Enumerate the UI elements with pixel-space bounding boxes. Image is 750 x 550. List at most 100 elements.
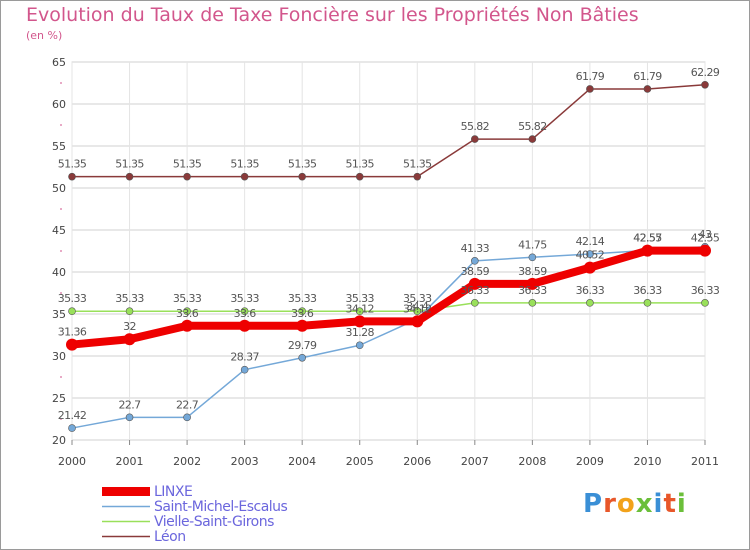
series-line-vielle-saint-girons: [71, 302, 706, 312]
data-point-leon: [183, 172, 191, 181]
logo-letter: t: [663, 489, 677, 519]
series-line-leon: [71, 84, 706, 178]
data-label-linxe: 42.55: [633, 232, 662, 245]
data-point-linxe: [296, 319, 309, 332]
proxiti-logo: Proxiti: [583, 489, 687, 519]
data-label-saint-michel-escalus: 22.7: [176, 398, 199, 411]
x-tick-label: 2009: [576, 455, 604, 468]
y-tick-label: 30: [52, 350, 66, 363]
data-label-linxe: 38.59: [461, 265, 490, 278]
data-point-linxe: [583, 261, 596, 274]
chart-title: Evolution du Taux de Taxe Foncière sur l…: [26, 4, 639, 26]
data-point-saint-michel-escalus: [68, 424, 76, 432]
data-point-linxe: [238, 319, 251, 332]
data-label-leon: 61.79: [576, 70, 605, 83]
data-point-leon: [586, 85, 594, 93]
data-point-vielle-saint-girons: [125, 307, 134, 316]
legend-item-saint-michel-escalus: Saint-Michel-Escalus: [102, 499, 288, 515]
data-point-leon: [355, 172, 364, 181]
data-label-saint-michel-escalus: 29.79: [288, 339, 317, 352]
data-point-vielle-saint-girons: [701, 299, 709, 307]
data-point-saint-michel-escalus: [471, 257, 479, 265]
data-point-linxe: [181, 319, 194, 332]
logo-letter: i: [676, 489, 687, 519]
data-point-vielle-saint-girons: [528, 299, 537, 307]
legend-label-linxe: LINXE: [154, 483, 193, 500]
data-point-leon: [701, 80, 709, 89]
data-label-linxe: 32: [123, 320, 136, 333]
x-tick-label: 2011: [691, 455, 719, 468]
data-label-vielle-saint-girons: 36.33: [461, 284, 490, 297]
logo-letter: o: [616, 489, 636, 519]
x-tick-label: 2000: [58, 455, 86, 468]
data-point-vielle-saint-girons: [586, 299, 594, 307]
data-label-leon: 51.35: [58, 158, 87, 171]
data-label-saint-michel-escalus: 41.33: [461, 242, 490, 255]
data-label-leon: 61.79: [633, 70, 662, 83]
data-label-leon: 51.35: [115, 158, 144, 171]
y-tick-label: 20: [52, 434, 66, 447]
data-label-vielle-saint-girons: 36.33: [576, 284, 605, 297]
legend-label-vielle-saint-girons: Vielle-Saint-Girons: [154, 513, 274, 530]
data-label-vielle-saint-girons: 36.33: [518, 284, 547, 297]
data-label-saint-michel-escalus: 42.57: [633, 231, 662, 244]
data-label-leon: 51.35: [173, 158, 202, 171]
y-tick-label: 60: [52, 98, 66, 111]
legend-item-linxe: LINXE: [102, 483, 287, 500]
logo-letter: i: [653, 489, 664, 519]
data-point-vielle-saint-girons: [298, 307, 306, 316]
data-point-vielle-saint-girons: [240, 307, 249, 316]
data-point-vielle-saint-girons: [643, 299, 652, 307]
data-point-vielle-saint-girons: [68, 307, 76, 316]
legend-swatch-vielle-saint-girons: [102, 520, 150, 523]
data-label-vielle-saint-girons: 36.33: [691, 284, 720, 297]
x-tick-label: 2002: [173, 455, 201, 468]
data-point-leon: [125, 172, 134, 181]
data-label-saint-michel-escalus: 28.37: [230, 351, 259, 364]
x-tick-label: 2005: [346, 455, 374, 468]
plot-area: [71, 61, 706, 441]
legend-item-leon: Léon: [102, 529, 287, 545]
data-point-leon: [413, 172, 422, 181]
logo-letter: r: [603, 489, 617, 519]
legend-swatch-leon: [102, 535, 150, 538]
data-point-linxe: [468, 277, 481, 290]
y-tick-label: 40: [52, 266, 66, 279]
logo-letter: P: [583, 489, 604, 519]
data-label-linxe: 42.55: [691, 232, 720, 245]
data-point-saint-michel-escalus: [125, 413, 134, 422]
data-label-vielle-saint-girons: 35.33: [403, 292, 432, 305]
data-point-vielle-saint-girons: [355, 307, 364, 316]
data-label-leon: 62.29: [691, 66, 720, 79]
data-label-linxe: 40.52: [576, 249, 605, 262]
y-tick-label: 25: [52, 392, 66, 405]
data-label-saint-michel-escalus: 43: [699, 228, 712, 241]
data-point-saint-michel-escalus: [298, 353, 306, 362]
legend-item-vielle-saint-girons: Vielle-Saint-Girons: [102, 513, 287, 530]
series-line-saint-michel-escalus: [71, 246, 706, 429]
data-label-vielle-saint-girons: 35.33: [173, 292, 202, 305]
x-tick-label: 2004: [288, 455, 316, 468]
data-point-saint-michel-escalus: [183, 413, 191, 422]
data-point-vielle-saint-girons: [471, 299, 479, 307]
y-axis-unit-label: (en %): [26, 29, 63, 42]
x-tick-label: 2006: [403, 455, 431, 468]
y-tick-label: 50: [52, 182, 66, 195]
data-point-leon: [528, 135, 537, 143]
data-label-saint-michel-escalus: 41.75: [518, 238, 547, 251]
data-point-leon: [240, 172, 249, 181]
legend: LINXE Saint-Michel-Escalus Vielle-Saint-…: [102, 483, 288, 545]
x-tick-label: 2003: [231, 455, 259, 468]
data-label-vielle-saint-girons: 35.33: [288, 292, 317, 305]
data-label-linxe: 34.12: [403, 302, 432, 315]
series-line-linxe: [68, 246, 709, 349]
data-label-linxe: 31.36: [58, 326, 87, 339]
x-tick-label: 2008: [518, 455, 546, 468]
data-label-saint-michel-escalus: 34.4: [406, 300, 429, 313]
data-point-saint-michel-escalus: [240, 365, 249, 374]
data-label-leon: 51.35: [345, 158, 374, 171]
data-point-leon: [643, 85, 652, 93]
data-label-linxe: 33.6: [234, 307, 257, 320]
x-tick-label: 2010: [633, 455, 661, 468]
